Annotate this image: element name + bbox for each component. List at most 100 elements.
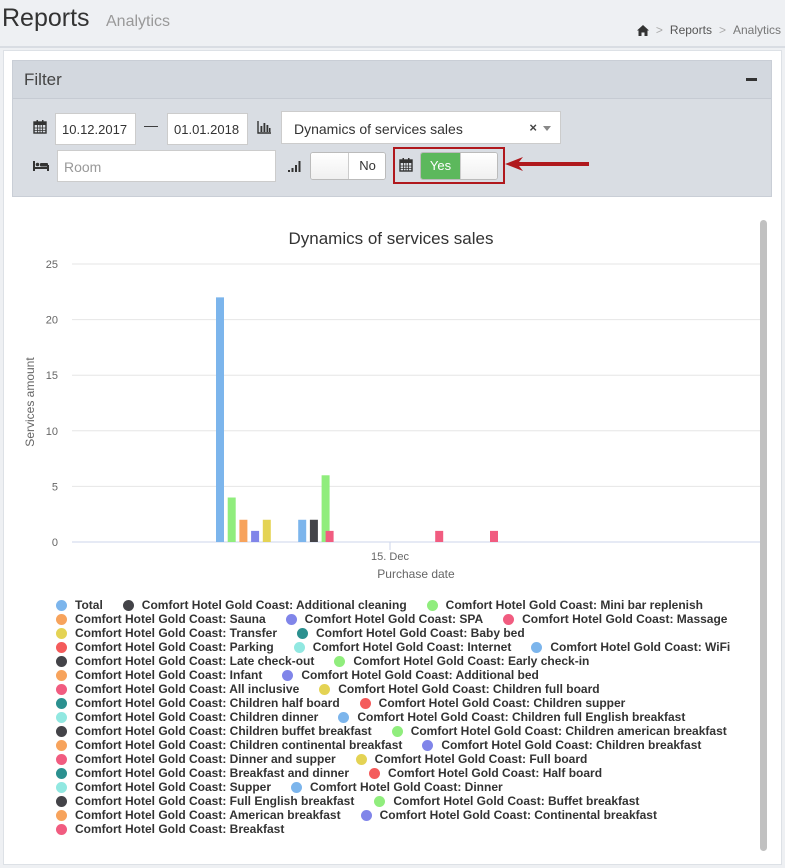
legend-item[interactable]: Comfort Hotel Gold Coast: Dinner and sup… bbox=[56, 752, 336, 766]
legend-label: Comfort Hotel Gold Coast: Continental br… bbox=[379, 808, 657, 822]
legend-label: Comfort Hotel Gold Coast: Children ameri… bbox=[410, 724, 727, 738]
no-toggle[interactable]: No bbox=[310, 152, 386, 180]
legend-row: Comfort Hotel Gold Coast: Infant Comfort … bbox=[56, 668, 756, 682]
home-icon[interactable] bbox=[636, 24, 649, 36]
legend-label: Comfort Hotel Gold Coast: Children conti… bbox=[75, 738, 403, 752]
legend-item[interactable]: Total bbox=[56, 598, 103, 612]
breadcrumb-reports[interactable]: Reports bbox=[669, 23, 712, 37]
legend-item[interactable]: Comfort Hotel Gold Coast: Early check-in bbox=[334, 654, 589, 668]
legend-dot bbox=[503, 613, 515, 625]
x-tick-label: 15. Dec bbox=[371, 551, 409, 563]
legend-item[interactable]: Comfort Hotel Gold Coast: Dinner bbox=[291, 780, 503, 794]
date-to-input[interactable]: 01.01.2018 bbox=[167, 113, 248, 145]
legend-item[interactable]: Comfort Hotel Gold Coast: Children half … bbox=[56, 696, 340, 710]
room-input[interactable]: Room bbox=[57, 150, 276, 182]
legend-item[interactable]: Comfort Hotel Gold Coast: Additional bed bbox=[282, 668, 539, 682]
legend-label: Comfort Hotel Gold Coast: Children full … bbox=[338, 682, 600, 696]
bar[interactable] bbox=[239, 519, 248, 542]
legend-item[interactable]: Comfort Hotel Gold Coast: Massage bbox=[503, 612, 727, 626]
legend-dot bbox=[359, 697, 371, 709]
chart: Dynamics of services sales 0 5 10 15 20 25 15… bbox=[23, 229, 760, 581]
legend-dot bbox=[56, 655, 67, 667]
legend-item[interactable]: Comfort Hotel Gold Coast: Parking bbox=[56, 640, 274, 654]
legend-item[interactable]: Comfort Hotel Gold Coast: Children ameri… bbox=[391, 724, 727, 738]
legend-item[interactable]: Comfort Hotel Gold Coast: Full English b… bbox=[56, 794, 354, 808]
legend-item[interactable]: Comfort Hotel Gold Coast: Transfer bbox=[56, 626, 277, 640]
legend-label: Comfort Hotel Gold Coast: Sauna bbox=[75, 612, 266, 626]
bar[interactable] bbox=[262, 519, 271, 542]
minus-icon[interactable] bbox=[746, 78, 757, 81]
bar-chart-icon bbox=[257, 121, 271, 134]
chevron-down-icon[interactable] bbox=[543, 126, 551, 131]
clear-icon[interactable]: × bbox=[529, 120, 537, 135]
legend-item[interactable]: Comfort Hotel Gold Coast: Children buffe… bbox=[56, 724, 372, 738]
scrollbar[interactable] bbox=[760, 220, 767, 851]
legend-dot bbox=[56, 823, 67, 835]
legend-label: Comfort Hotel Gold Coast: Children dinne… bbox=[75, 710, 319, 724]
bar[interactable] bbox=[490, 530, 498, 542]
legend-label: Comfort Hotel Gold Coast: Internet bbox=[312, 640, 512, 654]
legend-dot bbox=[56, 641, 67, 653]
legend-row: Comfort Hotel Gold Coast: All inclusive C… bbox=[56, 682, 756, 696]
legend-item[interactable]: Comfort Hotel Gold Coast: Breakfast bbox=[56, 822, 284, 836]
report-type-select[interactable]: Dynamics of services sales × bbox=[281, 111, 561, 144]
bar[interactable] bbox=[435, 530, 444, 542]
legend-dot bbox=[56, 725, 67, 737]
legend-item[interactable]: Comfort Hotel Gold Coast: Late check-out bbox=[56, 654, 314, 668]
x-axis-ticks: 15. Dec bbox=[371, 542, 409, 563]
bed-icon bbox=[33, 161, 49, 171]
legend-item[interactable]: Comfort Hotel Gold Coast: Children full … bbox=[319, 682, 600, 696]
yes-toggle[interactable]: Yes bbox=[420, 152, 498, 180]
legend-item[interactable]: Comfort Hotel Gold Coast: Children dinne… bbox=[56, 710, 318, 724]
breadcrumb-analytics: Analytics bbox=[732, 23, 781, 37]
legend-dot bbox=[426, 599, 438, 611]
legend-item[interactable]: Comfort Hotel Gold Coast: Children suppe… bbox=[359, 696, 625, 710]
bar[interactable] bbox=[321, 475, 330, 542]
toggle-knob[interactable] bbox=[460, 153, 497, 179]
legend-row: Comfort Hotel Gold Coast: Breakfast and … bbox=[56, 766, 756, 780]
legend-item[interactable]: Comfort Hotel Gold Coast: Infant bbox=[56, 668, 262, 682]
y-tick-label: 25 bbox=[46, 259, 58, 271]
arrow-icon bbox=[505, 157, 589, 171]
legend-item[interactable]: Comfort Hotel Gold Coast: Continental br… bbox=[360, 808, 657, 822]
bar[interactable] bbox=[298, 519, 307, 542]
page-header: Reports Analytics > Reports > Analytics bbox=[0, 0, 785, 46]
legend-dot bbox=[56, 739, 67, 751]
filter-header[interactable]: Filter bbox=[13, 61, 771, 99]
legend-item[interactable]: Comfort Hotel Gold Coast: All inclusive bbox=[56, 682, 299, 696]
legend-item[interactable]: Comfort Hotel Gold Coast: Internet bbox=[293, 640, 512, 654]
legend-label: Comfort Hotel Gold Coast: Children buffe… bbox=[75, 724, 372, 738]
toggle-knob[interactable] bbox=[311, 153, 349, 179]
bar[interactable] bbox=[325, 530, 334, 542]
legend-item[interactable]: Comfort Hotel Gold Coast: WiFi bbox=[531, 640, 730, 654]
bar[interactable] bbox=[216, 297, 224, 542]
legend-item[interactable]: Comfort Hotel Gold Coast: Buffet breakfa… bbox=[374, 794, 639, 808]
y-tick-label: 10 bbox=[46, 426, 58, 438]
legend-item[interactable]: Comfort Hotel Gold Coast: Supper bbox=[56, 780, 271, 794]
legend-item[interactable]: Comfort Hotel Gold Coast: Baby bed bbox=[297, 626, 525, 640]
legend-item[interactable]: Comfort Hotel Gold Coast: Breakfast and … bbox=[56, 766, 349, 780]
bar[interactable] bbox=[227, 497, 236, 542]
legend-item[interactable]: Comfort Hotel Gold Coast: Children break… bbox=[422, 738, 701, 752]
legend-dot bbox=[56, 599, 67, 611]
legend-item[interactable]: Comfort Hotel Gold Coast: Children conti… bbox=[56, 738, 402, 752]
y-tick-label: 15 bbox=[46, 370, 58, 382]
bar[interactable] bbox=[309, 519, 318, 542]
legend-label: Comfort Hotel Gold Coast: Children break… bbox=[441, 738, 702, 752]
chart-title: Dynamics of services sales bbox=[288, 229, 493, 248]
legend-item[interactable]: Comfort Hotel Gold Coast: Sauna bbox=[56, 612, 266, 626]
date-separator: — bbox=[144, 117, 158, 133]
legend-item[interactable]: Comfort Hotel Gold Coast: American break… bbox=[56, 808, 341, 822]
calendar-icon bbox=[399, 158, 413, 172]
bar[interactable] bbox=[251, 530, 260, 542]
legend-label: Comfort Hotel Gold Coast: Early check-in bbox=[353, 654, 590, 668]
date-from-input[interactable]: 10.12.2017 bbox=[55, 113, 136, 145]
legend-dot bbox=[531, 641, 543, 653]
legend-item[interactable]: Comfort Hotel Gold Coast: Half board bbox=[369, 766, 602, 780]
legend-item[interactable]: Comfort Hotel Gold Coast: Children full … bbox=[338, 710, 685, 724]
legend-item[interactable]: Comfort Hotel Gold Coast: Mini bar reple… bbox=[426, 598, 703, 612]
legend-dot bbox=[56, 683, 67, 695]
legend-item[interactable]: Comfort Hotel Gold Coast: Additional cle… bbox=[122, 598, 407, 612]
legend-item[interactable]: Comfort Hotel Gold Coast: Full board bbox=[355, 752, 587, 766]
legend-item[interactable]: Comfort Hotel Gold Coast: SPA bbox=[285, 612, 483, 626]
